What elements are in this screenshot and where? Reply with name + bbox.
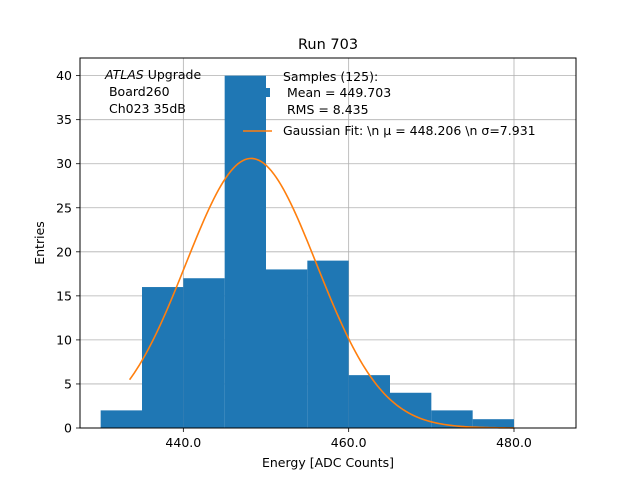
histogram-bar-7 [390,392,432,428]
legend-hist-label-line-2: Mean = 449.703 [283,85,391,100]
y-tick-label-0: 0 [64,421,72,436]
x-tick-label-0: 440.0 [165,435,201,450]
y-tick-label-5: 25 [56,200,72,215]
legend-fit-label: Gaussian Fit: \n μ = 448.206 \n σ=7.931 [283,123,536,138]
y-axis-ticks: 0 5 10 15 20 25 30 35 40 [56,68,80,436]
histogram-bar-3 [224,75,266,428]
x-tick-label-2: 480.0 [496,435,532,450]
annotation-line-3: Ch023 35dB [105,101,186,116]
histogram-bar-9 [472,419,514,428]
y-tick-label-1: 5 [64,376,72,391]
annotation-upgrade-word: Upgrade [144,67,202,82]
y-axis-label: Entries [32,221,47,265]
atlas-annotation: ATLAS Upgrade Board260 Ch023 35dB [104,67,201,116]
y-tick-label-8: 40 [56,68,72,83]
y-tick-label-3: 15 [56,288,72,303]
histogram-bar-2 [183,278,225,428]
axes-frame [79,57,577,429]
y-tick-label-6: 30 [56,156,72,171]
histogram-bar-0 [100,410,142,428]
annotation-line-1: ATLAS Upgrade [104,67,201,82]
legend: Samples (125): Mean = 449.703 RMS = 8.43… [243,69,536,138]
histogram-bar-4 [266,269,308,428]
fit-curve-group [128,157,515,429]
y-tick-label-7: 35 [56,112,72,127]
legend-hist-label-line-3: RMS = 8.435 [283,102,369,117]
histogram-bar-6 [348,375,390,428]
chart-title: Run 703 [298,37,358,53]
x-axis-label: Energy [ADC Counts] [262,455,394,470]
x-tick-label-1: 460.0 [331,435,367,450]
y-tick-label-2: 10 [56,332,72,347]
histogram-bar-5 [307,260,349,428]
legend-hist-label-line-1: Samples (125): [283,69,378,84]
annotation-line-2: Board260 [105,84,170,99]
y-tick-label-4: 20 [56,244,72,259]
annotation-atlas-word: ATLAS [104,67,144,82]
histogram-bar-1 [142,287,184,428]
x-axis-ticks: 440.0 460.0 480.0 [165,428,532,450]
legend-hist-swatch [261,88,270,97]
gaussian-fit-curve [128,157,515,429]
histogram-bars [100,75,514,428]
